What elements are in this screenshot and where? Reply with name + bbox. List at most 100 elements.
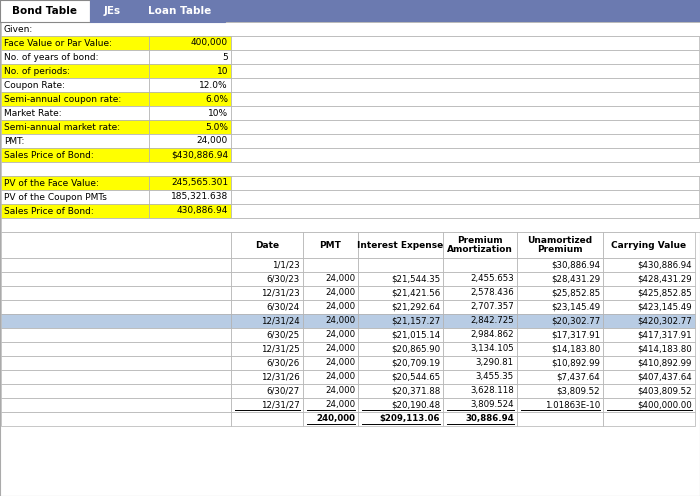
Bar	[303, 328, 358, 342]
Text: 2,842.725: 2,842.725	[470, 316, 514, 325]
Bar	[1, 134, 149, 148]
Text: 6/30/25: 6/30/25	[267, 330, 300, 339]
Bar	[517, 370, 603, 384]
Text: Premium: Premium	[537, 245, 583, 254]
Text: 3,134.105: 3,134.105	[470, 345, 514, 354]
Bar	[358, 384, 443, 398]
Text: $20,302.77: $20,302.77	[551, 316, 600, 325]
Bar	[303, 258, 358, 272]
Bar	[358, 356, 443, 370]
Bar	[358, 314, 443, 328]
Bar	[517, 286, 603, 300]
Bar	[517, 328, 603, 342]
Bar	[1, 370, 231, 384]
Text: Unamortized: Unamortized	[527, 236, 593, 245]
Bar	[0, 0, 700, 22]
Bar	[358, 286, 443, 300]
Bar	[517, 342, 603, 356]
Text: 24,000: 24,000	[325, 303, 355, 311]
Bar	[149, 92, 231, 106]
Bar	[517, 356, 603, 370]
Text: Sales Price of Bond:: Sales Price of Bond:	[4, 206, 94, 215]
Text: 12/31/23: 12/31/23	[261, 289, 300, 298]
Bar	[231, 134, 699, 148]
Text: PV of the Face Value:: PV of the Face Value:	[4, 179, 99, 187]
Text: PV of the Coupon PMTs: PV of the Coupon PMTs	[4, 192, 107, 201]
Bar	[1, 398, 231, 412]
Bar	[303, 300, 358, 314]
Text: $430,886.94: $430,886.94	[171, 150, 228, 160]
Bar	[1, 300, 231, 314]
Bar	[149, 106, 231, 120]
Bar	[231, 204, 699, 218]
Bar	[303, 232, 358, 258]
Text: 24,000: 24,000	[325, 316, 355, 325]
Bar	[1, 342, 231, 356]
Bar	[303, 384, 358, 398]
Bar	[1, 204, 149, 218]
Bar	[149, 120, 231, 134]
Bar	[443, 356, 517, 370]
Text: Date: Date	[255, 241, 279, 249]
Text: 1/1/23: 1/1/23	[272, 260, 300, 269]
Bar	[603, 314, 695, 328]
Bar	[231, 258, 303, 272]
Bar	[1, 412, 231, 426]
Text: 12/31/24: 12/31/24	[261, 316, 300, 325]
Bar	[603, 398, 695, 412]
Bar	[231, 148, 699, 162]
Bar	[443, 342, 517, 356]
Bar	[149, 204, 231, 218]
Bar	[517, 258, 603, 272]
Bar	[303, 412, 358, 426]
Bar	[231, 342, 303, 356]
Bar	[443, 258, 517, 272]
Bar	[231, 314, 303, 328]
Text: 6.0%: 6.0%	[205, 95, 228, 104]
Text: Coupon Rate:: Coupon Rate:	[4, 80, 65, 89]
Text: $425,852.85: $425,852.85	[637, 289, 692, 298]
Text: Face Value or Par Value:: Face Value or Par Value:	[4, 39, 112, 48]
Text: PMT:: PMT:	[4, 136, 25, 145]
Bar	[149, 190, 231, 204]
Text: $428,431.29: $428,431.29	[638, 274, 692, 284]
Bar	[231, 356, 303, 370]
Bar	[231, 36, 699, 50]
Text: Premium: Premium	[457, 236, 503, 245]
Bar	[149, 134, 231, 148]
Bar	[603, 342, 695, 356]
Bar	[149, 36, 231, 50]
Bar	[603, 412, 695, 426]
Bar	[358, 398, 443, 412]
Text: 5: 5	[223, 53, 228, 62]
Text: 24,000: 24,000	[325, 400, 355, 410]
Bar	[149, 64, 231, 78]
Text: Carrying Value: Carrying Value	[611, 241, 687, 249]
Bar	[443, 314, 517, 328]
Bar	[303, 286, 358, 300]
Bar	[603, 286, 695, 300]
Text: 10: 10	[216, 66, 228, 75]
Bar	[603, 384, 695, 398]
Bar	[603, 328, 695, 342]
Bar	[1, 22, 700, 36]
Bar	[443, 384, 517, 398]
Text: 24,000: 24,000	[325, 289, 355, 298]
Bar	[1, 232, 231, 258]
Bar	[1, 258, 231, 272]
Text: 2,578.436: 2,578.436	[470, 289, 514, 298]
Bar	[231, 50, 699, 64]
Bar	[603, 272, 695, 286]
Bar	[1, 190, 149, 204]
Bar	[443, 398, 517, 412]
Text: 24,000: 24,000	[325, 345, 355, 354]
Bar	[1, 176, 149, 190]
Bar	[358, 272, 443, 286]
Bar	[1, 384, 231, 398]
Bar	[1, 314, 231, 328]
Text: 2,707.357: 2,707.357	[470, 303, 514, 311]
Bar	[358, 258, 443, 272]
Text: Interest Expense: Interest Expense	[358, 241, 444, 249]
Text: $407,437.64: $407,437.64	[637, 372, 692, 381]
Text: $423,145.49: $423,145.49	[638, 303, 692, 311]
